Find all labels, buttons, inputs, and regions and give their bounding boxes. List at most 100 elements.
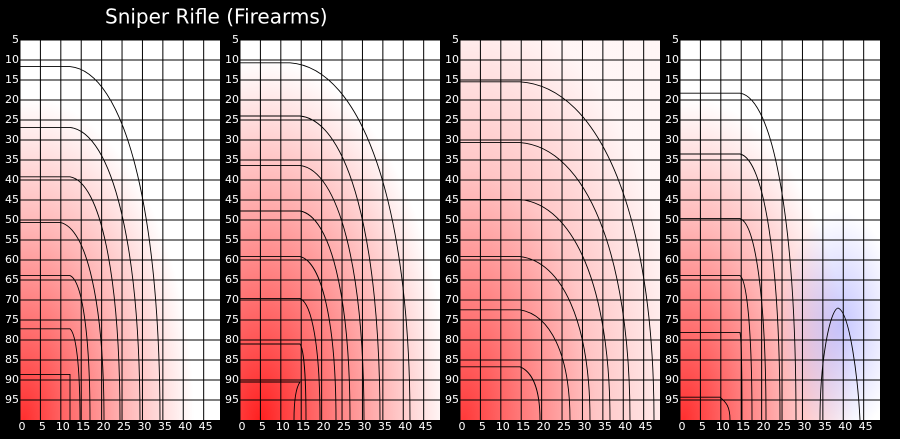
x-tick-label: 25 — [557, 420, 571, 433]
y-tick-label: 80 — [225, 333, 239, 346]
contour-line — [680, 396, 731, 421]
y-tick-label: 60 — [665, 253, 679, 266]
contour-line — [680, 92, 797, 421]
y-tick-label: 90 — [5, 373, 19, 386]
contour-line — [460, 142, 631, 421]
x-tick-label: 45 — [419, 420, 433, 433]
y-tick-label: 65 — [225, 273, 239, 286]
contour-line — [460, 309, 571, 421]
contour-line — [20, 176, 121, 421]
y-tick-label: 10 — [665, 53, 679, 66]
x-tick-label: 15 — [736, 420, 750, 433]
x-tick-label: 20 — [537, 420, 551, 433]
y-tick-label: 15 — [5, 73, 19, 86]
y-tick-label: 55 — [445, 233, 459, 246]
x-tick-label: 20 — [757, 420, 771, 433]
y-tick-label: 10 — [445, 53, 459, 66]
y-tick-label: 60 — [445, 253, 459, 266]
x-tick-label: 45 — [639, 420, 653, 433]
y-tick-label: 50 — [225, 213, 239, 226]
x-tick-label: 35 — [158, 420, 172, 433]
x-tick-label: 45 — [199, 420, 213, 433]
contour-line — [20, 275, 91, 421]
y-tick-label: 30 — [225, 133, 239, 146]
contour-line — [20, 221, 105, 421]
y-tick-label: 40 — [665, 173, 679, 186]
x-tick-label: 0 — [679, 420, 686, 433]
x-tick-label: 5 — [39, 420, 46, 433]
x-tick-label: 35 — [818, 420, 832, 433]
y-tick-label: 35 — [665, 153, 679, 166]
y-tick-label: 85 — [665, 353, 679, 366]
x-tick-label: 10 — [276, 420, 290, 433]
y-tick-label: 10 — [5, 53, 19, 66]
contour-line — [460, 256, 591, 421]
y-tick-label: 80 — [5, 333, 19, 346]
y-tick-label: 85 — [5, 353, 19, 366]
y-tick-label: 25 — [445, 113, 459, 126]
y-tick-label: 65 — [665, 273, 679, 286]
y-tick-label: 50 — [445, 213, 459, 226]
x-tick-label: 35 — [598, 420, 612, 433]
y-tick-label: 60 — [5, 253, 19, 266]
heat-shading — [20, 40, 220, 420]
panel: 0 5 10 15 20 25 30 35 40 455101520253035404550556… — [5, 33, 220, 433]
y-tick-label: 20 — [665, 93, 679, 106]
x-tick-label: 10 — [496, 420, 510, 433]
heat-shading — [460, 40, 660, 420]
x-tick-label: 15 — [516, 420, 530, 433]
y-tick-label: 15 — [445, 73, 459, 86]
y-tick-label: 70 — [665, 293, 679, 306]
panel: 0 5 10 15 20 25 30 35 40 455101520253035404550556… — [665, 33, 880, 433]
y-tick-label: 30 — [445, 133, 459, 146]
x-tick-label: 20 — [97, 420, 111, 433]
y-tick-label: 95 — [445, 393, 459, 406]
x-tick-label: 0 — [459, 420, 466, 433]
chart-title: Sniper Rifle (Firearms) — [105, 5, 328, 29]
x-tick-label: 5 — [479, 420, 486, 433]
x-tick-label: 20 — [317, 420, 331, 433]
y-tick-label: 60 — [225, 253, 239, 266]
y-tick-label: 30 — [665, 133, 679, 146]
y-tick-label: 55 — [5, 233, 19, 246]
y-tick-label: 65 — [5, 273, 19, 286]
y-tick-label: 90 — [225, 373, 239, 386]
x-tick-label: 35 — [378, 420, 392, 433]
heat-shading — [680, 40, 880, 420]
contour-line — [680, 153, 781, 421]
x-tick-label: 40 — [838, 420, 852, 433]
y-tick-label: 75 — [665, 313, 679, 326]
y-tick-label: 85 — [225, 353, 239, 366]
x-tick-label: 25 — [117, 420, 131, 433]
y-tick-label: 20 — [445, 93, 459, 106]
contour-line — [680, 218, 767, 421]
y-tick-label: 45 — [665, 193, 679, 206]
y-tick-label: 20 — [5, 93, 19, 106]
y-tick-label: 70 — [5, 293, 19, 306]
contour-line — [819, 307, 861, 421]
contour-line — [240, 381, 301, 421]
y-tick-label: 40 — [5, 173, 19, 186]
y-tick-label: 5 — [672, 33, 679, 46]
y-tick-label: 55 — [225, 233, 239, 246]
y-tick-label: 55 — [665, 233, 679, 246]
y-tick-label: 25 — [5, 113, 19, 126]
y-tick-label: 95 — [225, 393, 239, 406]
contour-line — [20, 66, 161, 421]
y-tick-label: 50 — [665, 213, 679, 226]
x-tick-label: 15 — [76, 420, 90, 433]
x-tick-label: 30 — [577, 420, 591, 433]
x-tick-label: 40 — [178, 420, 192, 433]
y-tick-label: 35 — [445, 153, 459, 166]
y-tick-label: 25 — [225, 113, 239, 126]
panel: 0 5 10 15 20 25 30 35 40 455101520253035404550556… — [225, 33, 440, 433]
y-tick-label: 15 — [665, 73, 679, 86]
x-tick-label: 45 — [859, 420, 873, 433]
x-tick-label: 5 — [699, 420, 706, 433]
y-tick-label: 80 — [665, 333, 679, 346]
y-tick-label: 40 — [445, 173, 459, 186]
y-tick-label: 15 — [225, 73, 239, 86]
y-tick-label: 95 — [5, 393, 19, 406]
y-tick-label: 45 — [5, 193, 19, 206]
